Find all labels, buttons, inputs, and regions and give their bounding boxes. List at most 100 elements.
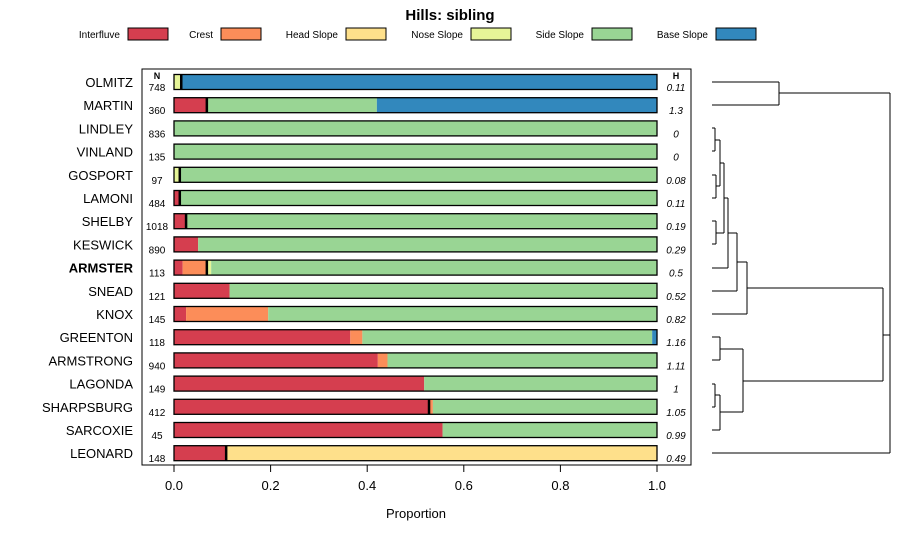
row-label-knox: KNOX [96, 307, 133, 322]
bar-segment-lamoni-side-slope [179, 190, 657, 206]
row-h-snead: 0.52 [666, 292, 686, 303]
bar-outline-martin [173, 97, 658, 114]
dendrogram [712, 81, 891, 454]
row-n-vinland: 135 [149, 153, 166, 164]
bar-outline-armstrong [173, 352, 658, 369]
bar-segment-sarcoxie-side-slope [442, 422, 657, 438]
row-label-armster: ARMSTER [69, 261, 134, 276]
row-h-sharpsburg: 1.05 [666, 408, 686, 419]
row-label-gosport: GOSPORT [68, 168, 133, 183]
bar-segment-keswick-side-slope [198, 236, 657, 252]
row-n-shelby: 1018 [146, 222, 169, 233]
bar-segment-keswick-interfluve [174, 236, 199, 252]
bar-outline-knox [173, 305, 658, 323]
x-tick-label-5: 1.0 [648, 478, 666, 493]
bar-outline-armster [173, 259, 658, 276]
bar-segment-armstrong-interfluve [174, 352, 378, 368]
bar-segment-snead-interfluve [174, 283, 230, 299]
bar-outline-sharpsburg [173, 398, 658, 415]
legend-label-crest: Crest [189, 30, 213, 41]
bar-segment-greenton-side-slope [362, 329, 653, 345]
bar-segment-leonard-interfluve [174, 445, 227, 461]
row-n-lagonda: 149 [149, 385, 166, 396]
legend-swatch-base-slope [715, 27, 757, 41]
legend-label-head-slope: Head Slope [286, 30, 339, 41]
bar-segment-gosport-side-slope [179, 167, 657, 183]
row-label-keswick: KESWICK [73, 237, 133, 252]
bar-segment-greenton-interfluve [174, 329, 351, 345]
bar-segment-shelby-interfluve [174, 213, 187, 229]
row-n-leonard: 148 [149, 454, 166, 465]
bar-outline-leonard [173, 445, 658, 462]
row-label-snead: SNEAD [88, 284, 133, 299]
legend-label-side-slope: Side Slope [536, 30, 585, 41]
bar-segment-armster-interfluve [174, 260, 183, 276]
row-n-greenton: 118 [149, 338, 165, 349]
bar-segment-armstrong-side-slope [387, 352, 657, 368]
row-h-armster: 0.5 [669, 269, 683, 280]
row-label-martin: MARTIN [83, 98, 133, 113]
row-h-shelby: 0.19 [666, 222, 686, 233]
bar-segment-vinland-side-slope [174, 144, 657, 160]
bar-segment-olmitz-base-slope [181, 74, 657, 90]
row-n-lindley: 836 [149, 129, 166, 140]
row-n-keswick: 890 [149, 245, 166, 256]
row-h-martin: 1.3 [669, 106, 683, 117]
bar-outline-lagonda [173, 375, 658, 392]
legend-swatch-side-slope [591, 27, 633, 41]
bar-segment-armster-nose-slope [206, 260, 212, 276]
bar-outline-shelby [173, 213, 658, 230]
row-label-lagonda: LAGONDA [69, 377, 133, 392]
bar-segment-gosport-nose-slope [174, 167, 180, 183]
row-h-olmitz: 0.11 [667, 83, 686, 94]
bar-segment-greenton-base-slope [652, 329, 657, 345]
legend: Interfluve Crest Head Slope Nose Slope Side … [79, 27, 757, 41]
bar-outline-lamoni [173, 189, 658, 207]
bar-outline-sarcoxie [173, 421, 658, 439]
bar-segment-snead-side-slope [229, 283, 658, 299]
bar-outline-keswick [173, 236, 658, 253]
bar-segment-knox-crest [186, 306, 269, 322]
row-n-martin: 360 [149, 106, 166, 117]
legend-label-base-slope: Base Slope [657, 30, 709, 41]
row-label-olmitz: OLMITZ [85, 75, 133, 90]
plot-frame [141, 68, 692, 466]
row-h-greenton: 1.16 [666, 338, 686, 349]
row-n-sharpsburg: 412 [149, 408, 166, 419]
bar-segment-lindley-side-slope [174, 120, 657, 136]
bar-segment-lamoni-interfluve [174, 190, 180, 206]
row-label-vinland: VINLAND [77, 145, 133, 160]
legend-label-nose-slope: Nose Slope [411, 30, 463, 41]
x-tick-label-4: 0.8 [551, 478, 569, 493]
row-h-gosport: 0.08 [666, 176, 686, 187]
x-axis-label: Proportion [386, 506, 446, 521]
row-label-armstrong: ARMSTRONG [49, 353, 134, 368]
bar-segment-martin-interfluve [174, 97, 207, 113]
row-h-lindley: 0 [673, 129, 679, 140]
row-h-lagonda: 1 [673, 385, 679, 396]
legend-swatch-crest [220, 27, 262, 41]
row-label-greenton: GREENTON [60, 330, 133, 345]
bar-outline-gosport [173, 166, 658, 183]
bar-segment-shelby-side-slope [186, 213, 657, 229]
bar-outline-lindley [173, 120, 658, 137]
row-h-sarcoxie: 0.99 [666, 431, 686, 442]
row-h-knox: 0.82 [666, 315, 686, 326]
bar-segment-greenton-crest [350, 329, 363, 345]
x-tick-label-3: 0.6 [455, 478, 473, 493]
row-label-shelby: SHELBY [82, 214, 134, 229]
row-label-sharpsburg: SHARPSBURG [42, 400, 133, 415]
row-n-armstrong: 940 [149, 361, 166, 372]
row-n-sarcoxie: 45 [151, 431, 163, 442]
bar-segment-sarcoxie-interfluve [174, 422, 443, 438]
bar-segment-leonard-head-slope [226, 445, 657, 461]
row-h-keswick: 0.29 [666, 245, 686, 256]
bar-segment-olmitz-nose-slope [174, 74, 182, 90]
legend-label-interfluve: Interfluve [79, 30, 121, 41]
row-label-lindley: LINDLEY [79, 121, 134, 136]
row-n-knox: 145 [149, 315, 166, 326]
bar-outline-olmitz [173, 73, 658, 91]
bar-segment-martin-base-slope [376, 97, 657, 113]
row-h-vinland: 0 [673, 153, 679, 164]
